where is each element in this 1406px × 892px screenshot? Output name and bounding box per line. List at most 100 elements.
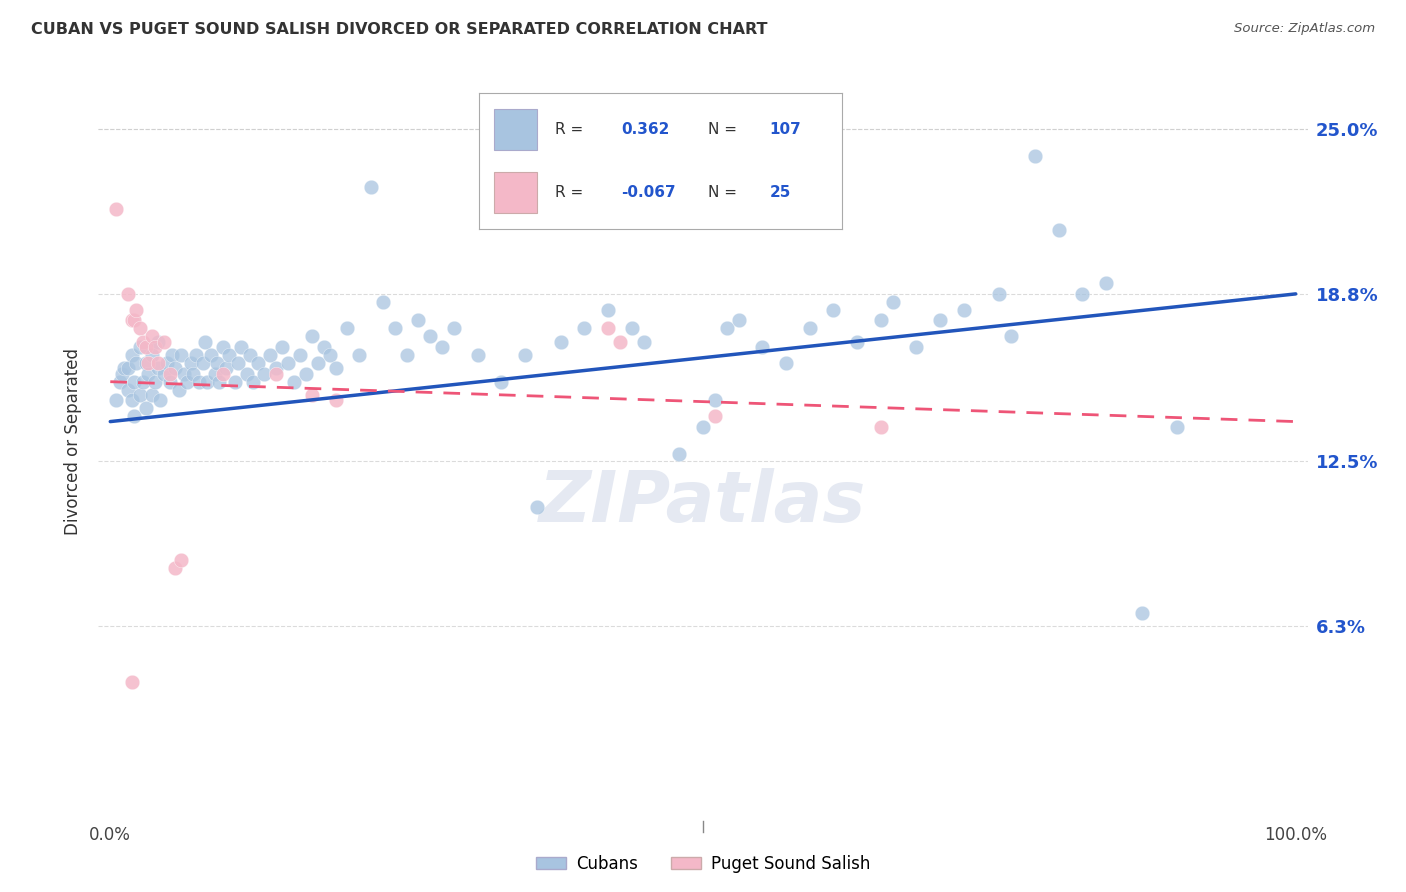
- Point: [141, 329, 163, 343]
- Point: [135, 356, 157, 370]
- Point: [703, 409, 725, 424]
- Point: [360, 180, 382, 194]
- Point: [197, 375, 219, 389]
- Point: [122, 375, 145, 389]
- Point: [716, 321, 738, 335]
- Point: [111, 367, 134, 381]
- Point: [395, 348, 418, 362]
- Point: [129, 321, 152, 335]
- Point: [253, 367, 276, 381]
- Point: [574, 321, 596, 335]
- Point: [620, 321, 643, 335]
- Point: [218, 348, 240, 362]
- Point: [371, 294, 394, 309]
- Point: [180, 356, 202, 370]
- Point: [799, 321, 821, 335]
- Point: [191, 356, 214, 370]
- Point: [141, 388, 163, 402]
- Point: [117, 361, 139, 376]
- Point: [108, 375, 131, 389]
- Point: [129, 388, 152, 402]
- Point: [1095, 277, 1118, 291]
- Point: [526, 500, 548, 514]
- Point: [149, 393, 172, 408]
- Point: [869, 313, 891, 327]
- Point: [167, 383, 190, 397]
- Point: [212, 340, 235, 354]
- Point: [288, 348, 311, 362]
- Point: [988, 286, 1011, 301]
- Point: [727, 313, 749, 327]
- Point: [443, 321, 465, 335]
- Point: [307, 356, 329, 370]
- Point: [125, 356, 148, 370]
- Point: [143, 340, 166, 354]
- Point: [215, 361, 238, 376]
- Point: [598, 321, 620, 335]
- Point: [200, 348, 222, 362]
- Point: [160, 348, 183, 362]
- Text: Source: ZipAtlas.com: Source: ZipAtlas.com: [1234, 22, 1375, 36]
- Point: [325, 361, 347, 376]
- Point: [146, 361, 169, 376]
- Point: [194, 334, 217, 349]
- Point: [188, 375, 211, 389]
- Point: [121, 348, 143, 362]
- Point: [229, 340, 252, 354]
- Point: [882, 294, 904, 309]
- Point: [173, 367, 195, 381]
- Legend: Cubans, Puget Sound Salish: Cubans, Puget Sound Salish: [529, 848, 877, 880]
- Point: [122, 313, 145, 327]
- Point: [105, 202, 128, 216]
- Point: [114, 361, 136, 376]
- Point: [105, 393, 128, 408]
- Point: [408, 313, 430, 327]
- Point: [264, 361, 287, 376]
- Point: [226, 356, 249, 370]
- Point: [325, 393, 347, 408]
- Point: [312, 340, 335, 354]
- Point: [141, 348, 163, 362]
- Point: [159, 375, 181, 389]
- Point: [121, 393, 143, 408]
- Point: [419, 329, 441, 343]
- Point: [259, 348, 281, 362]
- Point: [668, 446, 690, 460]
- Point: [170, 348, 193, 362]
- Point: [204, 367, 226, 381]
- Point: [467, 348, 489, 362]
- Point: [491, 375, 513, 389]
- Point: [132, 334, 155, 349]
- Point: [301, 329, 323, 343]
- Point: [869, 420, 891, 434]
- Point: [121, 675, 143, 690]
- Point: [135, 340, 157, 354]
- Point: [633, 334, 655, 349]
- Point: [1166, 420, 1188, 434]
- Point: [184, 348, 207, 362]
- Point: [277, 356, 299, 370]
- Point: [121, 313, 143, 327]
- Point: [152, 367, 174, 381]
- Point: [205, 356, 228, 370]
- Point: [598, 302, 620, 317]
- Point: [136, 356, 159, 370]
- Point: [143, 375, 166, 389]
- Point: [283, 375, 305, 389]
- Point: [156, 356, 179, 370]
- Point: [1130, 606, 1153, 620]
- Point: [242, 375, 264, 389]
- Point: [146, 356, 169, 370]
- Point: [170, 553, 193, 567]
- Point: [224, 375, 246, 389]
- Point: [181, 367, 204, 381]
- Point: [1071, 286, 1094, 301]
- Point: [235, 367, 257, 381]
- Point: [823, 302, 845, 317]
- Point: [1024, 148, 1046, 162]
- Point: [301, 388, 323, 402]
- Point: [132, 375, 155, 389]
- Point: [318, 348, 340, 362]
- Point: [129, 340, 152, 354]
- Point: [1000, 329, 1022, 343]
